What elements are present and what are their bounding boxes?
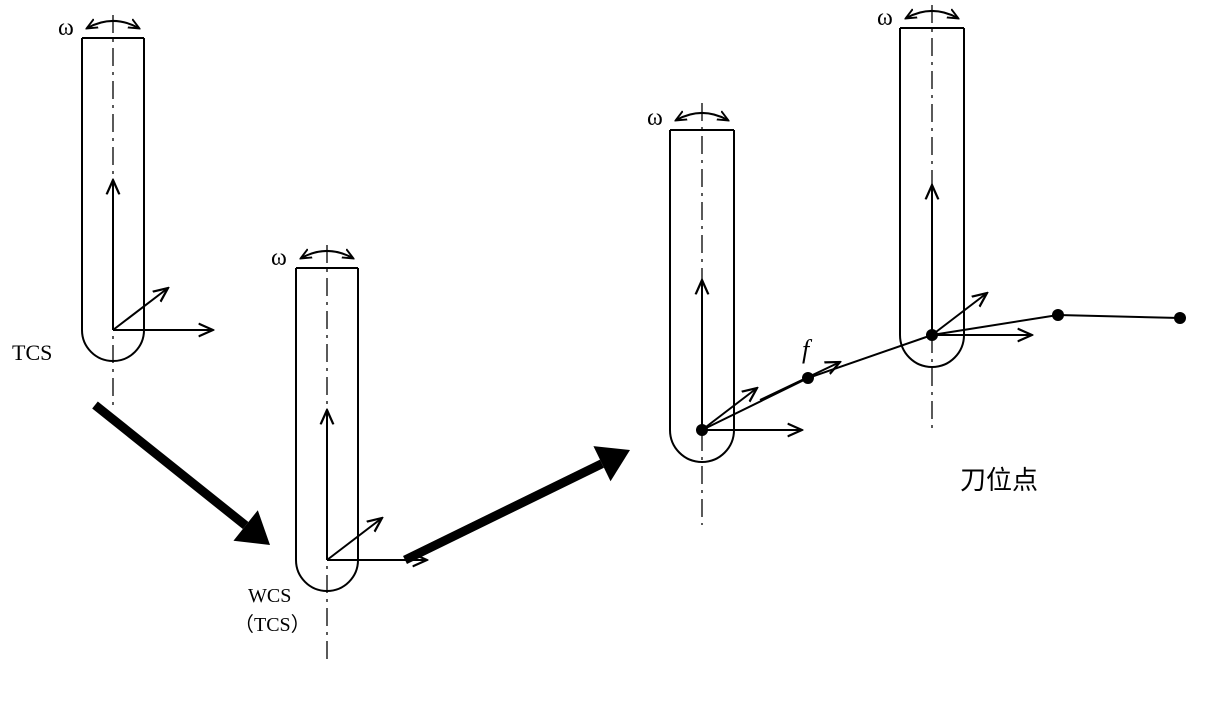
label-tool-point: 刀位点 xyxy=(960,460,1038,497)
thick-arrow-1-shaft xyxy=(95,405,246,526)
tool-2-axis-diag xyxy=(327,518,382,560)
cutter-point-4 xyxy=(1052,309,1064,321)
tool-3-axis-diag xyxy=(702,388,757,430)
label-tcs: TCS xyxy=(12,340,52,366)
label-omega-1: ω xyxy=(58,15,74,42)
label-feed-f: f xyxy=(802,335,809,365)
feed-arrow xyxy=(760,362,840,400)
cutter-point-5 xyxy=(1174,312,1186,324)
cutter-point-1 xyxy=(696,424,708,436)
cutter-path xyxy=(702,315,1180,430)
cutter-point-3 xyxy=(926,329,938,341)
thick-arrow-2-shaft xyxy=(405,464,602,560)
label-omega-4: ω xyxy=(877,5,893,32)
tool-1-axis-diag xyxy=(113,288,168,330)
label-omega-2: ω xyxy=(271,245,287,272)
label-wcs-line1: WCS xyxy=(248,585,291,608)
tool-4-axis-diag xyxy=(932,293,987,335)
label-wcs-line2: （TCS） xyxy=(234,608,311,637)
label-omega-3: ω xyxy=(647,105,663,132)
